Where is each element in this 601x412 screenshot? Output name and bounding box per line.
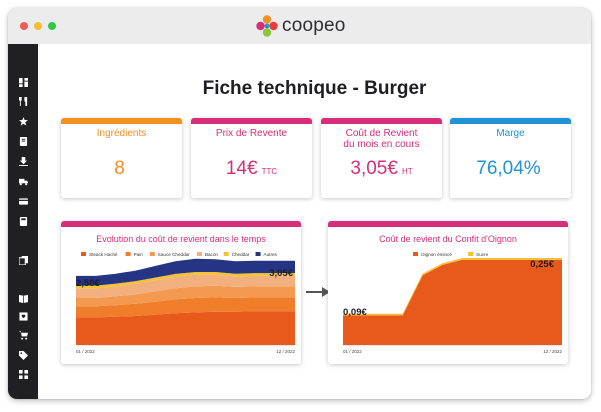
star-icon[interactable]	[8, 114, 38, 128]
card-value: 8	[114, 158, 125, 179]
legend-label: Oignon émincé	[421, 252, 452, 257]
chart-title: Evolution du coût de revient dans le tem…	[96, 234, 266, 244]
arrow-right-icon	[306, 287, 330, 297]
card-label: Marge	[496, 128, 525, 139]
cost-evolution-panel: Evolution du coût de revient dans le tem…	[61, 221, 301, 364]
minimize-window-button[interactable]	[34, 22, 42, 30]
legend-label: Autres	[264, 252, 278, 257]
truck-icon[interactable]	[8, 174, 38, 188]
legend-swatch	[149, 252, 155, 256]
panel-accent-bar	[328, 221, 568, 227]
onion-confit-chart: Oignon émincé Sucre 01 / 2022 12 / 2022 0,09…	[343, 252, 562, 354]
book-icon[interactable]	[8, 291, 38, 305]
resale-price-card: Prix de Revente 14€ TTC	[191, 118, 312, 198]
onion-confit-panel: Coût de revient du Confit d'Oignon Oigno…	[328, 221, 568, 364]
cost-evolution-chart: Steack Haché Pain Sauce Cheddar Bacon Chedda…	[76, 252, 295, 354]
series-area-5	[76, 258, 295, 286]
coopeo-logo-icon	[256, 15, 278, 37]
legend-swatch	[255, 252, 261, 256]
app-window: coopeo	[8, 8, 591, 399]
series-area-0	[343, 259, 562, 345]
x-tick-label: 12 / 2022	[276, 349, 295, 354]
series-area-1	[76, 297, 295, 318]
card-label: Prix de Revente	[215, 128, 288, 139]
legend-label: Sauce Cheddar	[158, 252, 190, 257]
tag-icon[interactable]	[8, 348, 38, 362]
download-icon[interactable]	[8, 154, 38, 168]
credit-card-icon[interactable]	[8, 194, 38, 208]
legend-swatch	[413, 252, 418, 256]
utensils-icon[interactable]	[8, 94, 38, 108]
page-title: Fiche technique - Burger	[202, 78, 427, 99]
panel-accent-bar	[61, 221, 301, 227]
legend-item: Oignon émincé	[413, 252, 452, 257]
recipe-book-icon[interactable]	[8, 134, 38, 148]
legend-label: Sucre	[476, 252, 488, 257]
app-logo: coopeo	[256, 15, 346, 37]
card-accent-bar	[191, 118, 312, 124]
card-value: 3,05€ HT	[350, 158, 413, 179]
start-value-label: 0,09€	[343, 307, 367, 318]
start-value-label: 2,50€	[76, 278, 100, 289]
grid-icon[interactable]	[8, 367, 38, 381]
legend-swatch	[81, 252, 86, 256]
maximize-window-button[interactable]	[48, 22, 56, 30]
card-label: Coût de Revient du mois en cours	[343, 128, 420, 150]
legend-swatch	[223, 252, 229, 256]
legend-label: Cheddar	[232, 252, 250, 257]
cost-price-card: Coût de Revient du mois en cours 3,05€ HT	[321, 118, 442, 198]
series-area-3	[76, 274, 295, 298]
app-name: coopeo	[282, 15, 346, 36]
x-tick-label: 01 / 2022	[76, 349, 95, 354]
margin-card: Marge 76,04%	[450, 118, 571, 198]
legend-label: Steack Haché	[89, 252, 118, 257]
legend-item: Bacon	[196, 252, 218, 257]
end-value-label: 0,25€	[530, 259, 554, 270]
card-accent-bar	[321, 118, 442, 124]
legend-item: Autres	[255, 252, 278, 257]
series-area-0	[76, 311, 295, 345]
title-bar: coopeo	[8, 8, 591, 44]
card-value: 76,04%	[476, 158, 541, 179]
legend-label: Bacon	[205, 252, 218, 257]
legend-item: Sauce Cheddar	[149, 252, 190, 257]
ingredients-card: Ingrédients 8	[61, 118, 182, 198]
legend-swatch	[468, 252, 474, 256]
dashboard-icon[interactable]	[8, 75, 38, 89]
legend-item: Sucre	[468, 252, 489, 257]
copy-icon[interactable]	[8, 253, 38, 267]
end-value-label: 3,05€	[269, 268, 293, 279]
card-value: 14€ TTC	[225, 158, 278, 179]
x-tick-label: 12 / 2022	[543, 349, 562, 354]
legend-item: Pain	[125, 252, 144, 257]
main-content: Fiche technique - Burger Ingrédients 8 P…	[38, 44, 591, 399]
cart-icon[interactable]	[8, 328, 38, 342]
legend-swatch	[125, 252, 131, 256]
legend-item: Steack Haché	[81, 252, 118, 257]
card-label: Ingrédients	[96, 128, 147, 139]
card-accent-bar	[61, 118, 182, 124]
sidebar	[8, 44, 38, 399]
legend-swatch	[196, 252, 202, 256]
close-window-button[interactable]	[20, 22, 28, 30]
legend-item: Cheddar	[223, 252, 250, 257]
inbox-icon[interactable]	[8, 309, 38, 323]
x-tick-label: 01 / 2022	[343, 349, 362, 354]
series-area-2	[76, 285, 295, 307]
chart-title: Coût de revient du Confit d'Oignon	[379, 234, 517, 244]
card-accent-bar	[450, 118, 571, 124]
legend-label: Pain	[134, 252, 144, 257]
calculator-icon[interactable]	[8, 214, 38, 228]
series-area-4	[76, 272, 295, 289]
